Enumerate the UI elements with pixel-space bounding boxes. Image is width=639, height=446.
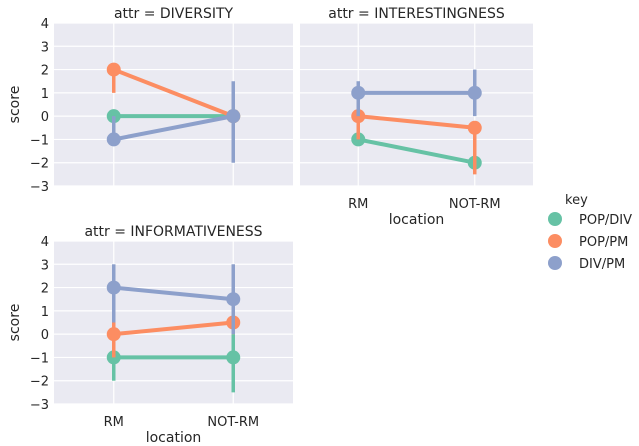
legend-marker <box>548 256 562 270</box>
panel-title: attr = INTERESTINGNESS <box>328 6 505 22</box>
data-point <box>467 120 482 135</box>
y-tick-label: 3 <box>41 258 49 273</box>
data-point <box>106 62 121 77</box>
data-point <box>226 109 241 124</box>
panel-background <box>54 23 293 186</box>
legend-title: key <box>565 193 588 208</box>
legend-marker <box>548 212 562 226</box>
panel-3: attr = INFORMATIVENESS 4 3 2 1 0 −1 −2 −3 score RM… <box>7 224 293 446</box>
x-tick-label: RM <box>104 415 124 430</box>
legend-marker <box>548 234 562 248</box>
y-tick-label: 2 <box>41 282 49 297</box>
y-tick-label: 1 <box>41 87 49 102</box>
data-point <box>106 280 121 295</box>
data-point <box>226 350 241 365</box>
y-tick-label: 2 <box>41 64 49 79</box>
y-tick-label: 0 <box>41 328 49 343</box>
y-tick-label: 0 <box>41 110 49 125</box>
data-point <box>351 85 366 100</box>
x-axis-label: location <box>389 212 445 228</box>
y-tick-label: −3 <box>30 180 49 195</box>
y-tick-label: −3 <box>30 398 49 413</box>
panel-1: attr = DIVERSITY 4 3 2 1 0 −1 −2 −3 score <box>7 6 293 195</box>
series-line <box>113 67 234 119</box>
panel-title: attr = INFORMATIVENESS <box>84 224 262 240</box>
x-tick-label: RM <box>348 197 368 212</box>
data-point <box>106 132 121 147</box>
x-tick-label: NOT-RM <box>449 197 501 212</box>
y-tick-label: −1 <box>30 133 49 148</box>
y-tick-label: 1 <box>41 305 49 320</box>
legend: key POP/DIV POP/PM DIV/PM <box>548 193 632 272</box>
panel-background <box>54 241 293 404</box>
y-axis-label: score <box>7 86 23 124</box>
y-tick-label: −2 <box>30 157 49 172</box>
panel-background <box>300 23 533 186</box>
y-tick-label: 4 <box>41 235 49 250</box>
series-line <box>113 114 234 142</box>
series-pop-div <box>106 334 241 393</box>
y-axis-label: score <box>7 304 23 342</box>
series-line <box>357 137 476 165</box>
legend-entry: POP/PM <box>579 235 628 250</box>
y-tick-label: 4 <box>41 17 49 32</box>
legend-entry: DIV/PM <box>579 257 625 272</box>
y-tick-label: −1 <box>30 351 49 366</box>
series-div-pm <box>351 69 482 117</box>
y-tick-label: −2 <box>30 375 49 390</box>
data-point <box>106 327 121 342</box>
panel-2: attr = INTERESTINGNESS RM NOT-RM location <box>300 6 533 228</box>
x-axis-label: location <box>146 430 202 446</box>
data-point <box>467 85 482 100</box>
legend-entry: POP/DIV <box>579 213 632 228</box>
x-tick-label: NOT-RM <box>207 415 259 430</box>
panel-title: attr = DIVERSITY <box>114 6 234 22</box>
series-div-pm <box>106 81 241 163</box>
y-tick-label: 3 <box>41 40 49 55</box>
series-div-pm <box>106 264 241 335</box>
series-pop-pm <box>351 109 482 175</box>
series-line <box>358 114 475 130</box>
series-line <box>113 320 234 337</box>
data-point <box>226 292 241 307</box>
series-line <box>113 285 234 302</box>
